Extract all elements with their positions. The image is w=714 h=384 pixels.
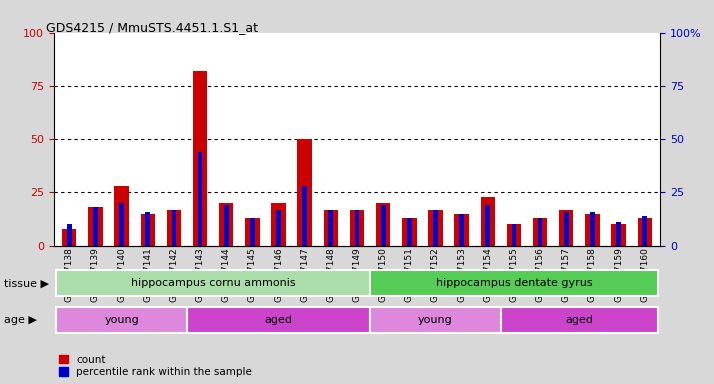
Bar [89, 207, 103, 246]
Bar [407, 218, 412, 246]
Bar [533, 218, 548, 246]
Text: tissue ▶: tissue ▶ [4, 278, 49, 288]
Bar [559, 210, 573, 246]
Text: young: young [104, 314, 139, 325]
Text: age ▶: age ▶ [4, 315, 36, 325]
Bar [454, 214, 469, 246]
Bar [114, 186, 129, 246]
Bar [638, 218, 652, 246]
Bar [198, 152, 202, 246]
Bar [62, 229, 76, 246]
Bar [616, 222, 621, 246]
Bar [481, 197, 495, 246]
Bar [643, 216, 647, 246]
Bar [271, 203, 286, 246]
Text: aged: aged [264, 314, 293, 325]
Bar [507, 224, 521, 246]
Bar [585, 214, 600, 246]
Bar [381, 205, 386, 246]
Bar [538, 218, 543, 246]
Bar [171, 210, 176, 246]
FancyBboxPatch shape [187, 307, 370, 333]
Bar [224, 205, 228, 246]
FancyBboxPatch shape [370, 307, 501, 333]
Text: young: young [418, 314, 453, 325]
Bar [428, 210, 443, 246]
Bar [166, 210, 181, 246]
Bar [323, 210, 338, 246]
Bar [459, 214, 464, 246]
Bar [67, 224, 71, 246]
Bar [328, 210, 333, 246]
Bar [245, 218, 260, 246]
Bar [250, 218, 255, 246]
Bar [350, 210, 364, 246]
Text: GDS4215 / MmuSTS.4451.1.S1_at: GDS4215 / MmuSTS.4451.1.S1_at [46, 21, 258, 34]
Bar [119, 203, 124, 246]
Bar [376, 203, 391, 246]
Text: hippocampus dentate gyrus: hippocampus dentate gyrus [436, 278, 593, 288]
Bar [276, 210, 281, 246]
Bar [433, 210, 438, 246]
Bar [93, 207, 98, 246]
Text: hippocampus cornu ammonis: hippocampus cornu ammonis [131, 278, 296, 288]
Bar [611, 224, 625, 246]
Bar [355, 210, 359, 246]
FancyBboxPatch shape [56, 270, 370, 296]
Bar [298, 139, 312, 246]
FancyBboxPatch shape [56, 307, 187, 333]
Bar [486, 205, 490, 246]
FancyBboxPatch shape [370, 270, 658, 296]
Bar [146, 212, 150, 246]
Text: aged: aged [565, 314, 593, 325]
Bar [193, 71, 207, 246]
FancyBboxPatch shape [501, 307, 658, 333]
Bar [141, 214, 155, 246]
Bar [302, 186, 307, 246]
Legend: count, percentile rank within the sample: count, percentile rank within the sample [59, 355, 252, 377]
Bar [219, 203, 233, 246]
Bar [590, 212, 595, 246]
Bar [512, 224, 516, 246]
Bar [564, 212, 568, 246]
Bar [402, 218, 416, 246]
